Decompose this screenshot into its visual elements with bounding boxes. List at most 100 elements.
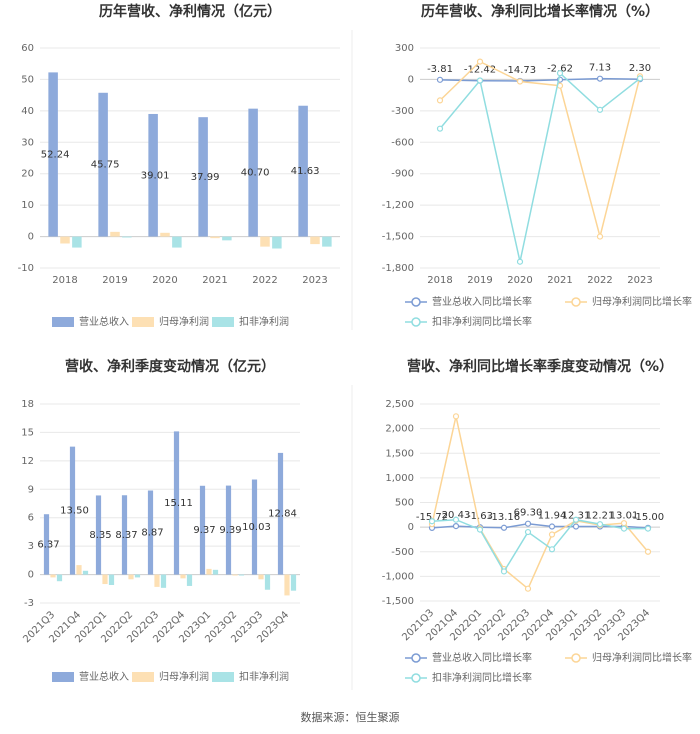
chart-title: 营收、净利季度变动情况（亿元） — [65, 358, 275, 375]
y-tick-label: 10 — [21, 200, 34, 211]
value-label: 13.50 — [60, 506, 89, 517]
bar — [277, 452, 284, 575]
value-label: -3.81 — [427, 64, 453, 75]
bar — [50, 574, 56, 578]
legend-marker — [411, 317, 421, 327]
legend-label: 营业总收入 — [79, 670, 129, 683]
point — [428, 518, 436, 525]
y-tick-label: -600 — [391, 137, 414, 148]
y-tick-label: -10 — [18, 263, 34, 274]
bar — [147, 490, 154, 575]
value-label: 40.70 — [241, 168, 270, 179]
point — [476, 526, 484, 533]
y-tick-label: 0 — [408, 74, 414, 85]
y-tick-label: 12 — [21, 456, 34, 467]
legend-label: 营业总收入 — [79, 315, 129, 328]
y-tick-label: 60 — [21, 43, 34, 54]
bar — [122, 236, 132, 238]
y-tick-label: 30 — [21, 137, 34, 148]
bar — [69, 446, 76, 575]
y-tick-label: 500 — [395, 498, 414, 509]
point — [620, 520, 628, 527]
bar — [72, 236, 82, 248]
bar — [272, 236, 282, 249]
value-label: 45.75 — [91, 160, 120, 171]
y-tick-label: 0 — [408, 522, 414, 533]
y-tick-label: 20 — [21, 169, 34, 180]
chart-title: 历年营收、净利情况（亿元） — [99, 3, 281, 20]
point — [548, 546, 556, 553]
value-label: -15.00 — [632, 512, 664, 523]
point — [452, 413, 460, 420]
legend-label: 归母净利润 — [159, 670, 209, 683]
legend-marker — [571, 653, 581, 663]
point — [436, 76, 444, 83]
line — [439, 60, 641, 237]
value-label: 12.31 — [562, 511, 591, 522]
value-label: 11.94 — [538, 511, 567, 522]
legend-label: 归母净利润同比增长率 — [592, 295, 692, 308]
value-label: 37.99 — [191, 172, 220, 183]
x-tick-label: 2018 — [52, 275, 77, 286]
point — [524, 528, 532, 536]
legend-label: 扣非净利润同比增长率 — [432, 315, 532, 328]
bar — [232, 574, 238, 576]
bar — [238, 574, 245, 576]
bar — [110, 231, 120, 237]
y-tick-label: 2,000 — [385, 424, 414, 435]
legend-label: 归母净利润同比增长率 — [592, 651, 692, 664]
point — [596, 106, 604, 113]
bar — [284, 574, 290, 596]
y-tick-label: 0 — [28, 570, 34, 581]
y-tick-label: 1,500 — [385, 448, 414, 459]
point — [476, 58, 484, 65]
legend-swatch — [212, 672, 234, 682]
bar — [134, 574, 141, 578]
value-label: 69.30 — [514, 508, 543, 519]
point — [572, 516, 580, 523]
value-label: 10.03 — [242, 522, 271, 533]
bar — [108, 574, 115, 585]
y-tick-label: -900 — [391, 169, 414, 180]
x-tick-label: 2021 — [547, 275, 572, 286]
chart-title: 历年营收、净利同比增长率情况（%） — [421, 3, 659, 20]
x-tick-label: 2019 — [467, 275, 492, 286]
bar — [264, 574, 271, 590]
legend-label: 扣非净利润 — [239, 315, 289, 328]
legend-marker — [411, 673, 421, 683]
point — [636, 75, 644, 82]
value-label: 2.30 — [629, 63, 651, 74]
value-label: 7.13 — [589, 63, 611, 74]
bar — [186, 574, 193, 586]
value-label: 20.43 — [442, 510, 471, 521]
y-tick-label: -300 — [391, 106, 414, 117]
legend-label: 归母净利润 — [159, 315, 209, 328]
point — [436, 125, 444, 132]
y-tick-label: 2,500 — [385, 399, 414, 410]
bar — [160, 574, 167, 588]
x-tick-label: 2020 — [507, 275, 532, 286]
bar — [199, 485, 206, 575]
chart-title: 营收、净利同比增长率季度变动情况（%） — [407, 358, 673, 375]
y-tick-label: 0 — [28, 232, 34, 243]
value-label: -15.72 — [416, 512, 448, 523]
line — [439, 77, 641, 82]
bar — [128, 574, 134, 580]
source: 数据来源：恒生聚源 — [301, 710, 400, 724]
point — [548, 531, 556, 538]
point — [436, 97, 444, 104]
value-label: -1.63 — [467, 511, 493, 522]
bar — [322, 236, 332, 247]
bar — [248, 108, 258, 237]
y-tick-label: 15 — [21, 427, 34, 438]
y-tick-label: -1,500 — [382, 232, 414, 243]
value-label: 12.84 — [268, 509, 297, 520]
y-tick-label: -1,800 — [382, 263, 414, 274]
value-label: 15.11 — [164, 498, 193, 509]
bar — [206, 568, 212, 575]
legend-label: 扣非净利润同比增长率 — [432, 671, 532, 684]
bar — [154, 574, 160, 587]
value-label: 8.35 — [89, 530, 111, 541]
point — [452, 523, 460, 530]
value-label: 41.63 — [291, 166, 320, 177]
